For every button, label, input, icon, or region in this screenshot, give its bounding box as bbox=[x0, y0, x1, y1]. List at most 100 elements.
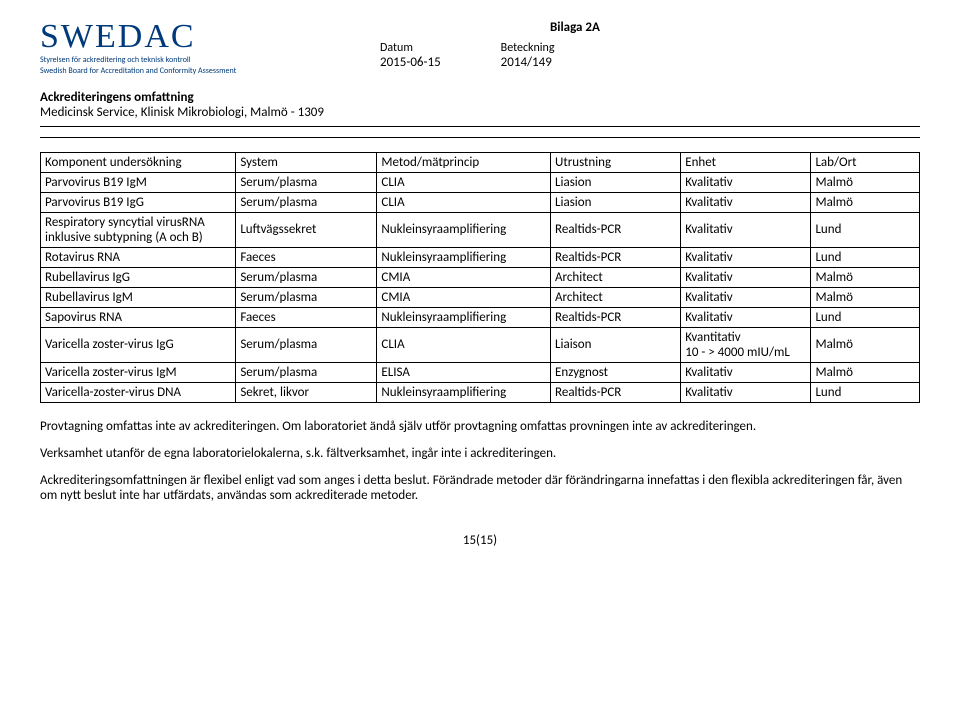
table-cell: Parvovirus B19 IgM bbox=[41, 172, 236, 192]
table-cell: Nukleinsyraamplifiering bbox=[377, 247, 551, 267]
table-cell: ELISA bbox=[377, 362, 551, 382]
table-cell: Kvalitativ bbox=[681, 307, 811, 327]
table-cell: Lund bbox=[811, 307, 920, 327]
table-header-row: Komponent undersökning System Metod/mätp… bbox=[41, 152, 920, 172]
beteckning-label: Beteckning bbox=[501, 41, 555, 55]
table-cell: Sekret, likvor bbox=[236, 382, 377, 402]
table-cell: Realtids-PCR bbox=[551, 212, 681, 247]
table-cell: Kvalitativ bbox=[681, 192, 811, 212]
table-cell: Liasion bbox=[551, 192, 681, 212]
meta-wrapper: Bilaga 2A Datum 2015-06-15 Beteckning 20… bbox=[380, 20, 600, 70]
table-cell: Realtids-PCR bbox=[551, 382, 681, 402]
table-cell: Malmö bbox=[811, 287, 920, 307]
table-cell: Varicella-zoster-virus DNA bbox=[41, 382, 236, 402]
table-row: Parvovirus B19 IgGSerum/plasmaCLIALiasio… bbox=[41, 192, 920, 212]
table-body: Parvovirus B19 IgMSerum/plasmaCLIALiasio… bbox=[41, 172, 920, 402]
table-cell: CLIA bbox=[377, 327, 551, 362]
note-2: Verksamhet utanför de egna laboratorielo… bbox=[40, 446, 920, 461]
table-cell: Malmö bbox=[811, 327, 920, 362]
table-cell: Varicella zoster-virus IgM bbox=[41, 362, 236, 382]
table-cell: Kvalitativ bbox=[681, 382, 811, 402]
table-cell: Malmö bbox=[811, 362, 920, 382]
table-cell: Serum/plasma bbox=[236, 327, 377, 362]
table-cell: Faeces bbox=[236, 307, 377, 327]
logo-subline-1: Styrelsen för ackreditering och teknisk … bbox=[40, 56, 340, 65]
table-cell: Lund bbox=[811, 382, 920, 402]
table-head: Komponent undersökning System Metod/mätp… bbox=[41, 152, 920, 172]
table-row: Varicella-zoster-virus DNASekret, likvor… bbox=[41, 382, 920, 402]
table-cell: Nukleinsyraamplifiering bbox=[377, 307, 551, 327]
th-0: Komponent undersökning bbox=[41, 152, 236, 172]
beteckning-col: Beteckning 2014/149 bbox=[501, 41, 555, 70]
table-cell: Varicella zoster-virus IgG bbox=[41, 327, 236, 362]
table-cell: Architect bbox=[551, 267, 681, 287]
accred-subline: Medicinsk Service, Klinisk Mikrobiologi,… bbox=[40, 105, 920, 120]
table-cell: CLIA bbox=[377, 192, 551, 212]
table-cell: Realtids-PCR bbox=[551, 307, 681, 327]
table-row: Parvovirus B19 IgMSerum/plasmaCLIALiasio… bbox=[41, 172, 920, 192]
bilaga-label: Bilaga 2A bbox=[550, 20, 600, 35]
logo-block: SWEDAC Styrelsen för ackreditering och t… bbox=[40, 20, 340, 76]
table-cell: Serum/plasma bbox=[236, 192, 377, 212]
table-cell: Kvalitativ bbox=[681, 172, 811, 192]
table-cell: Rubellavirus IgG bbox=[41, 267, 236, 287]
table-cell: Respiratory syncytial virusRNA inklusive… bbox=[41, 212, 236, 247]
table-cell: CLIA bbox=[377, 172, 551, 192]
table-cell: Faeces bbox=[236, 247, 377, 267]
table-cell: Kvalitativ bbox=[681, 247, 811, 267]
table-row: Rotavirus RNAFaecesNukleinsyraamplifieri… bbox=[41, 247, 920, 267]
table-cell: Sapovirus RNA bbox=[41, 307, 236, 327]
table-cell: Kvalitativ bbox=[681, 267, 811, 287]
page-number: 15(15) bbox=[40, 533, 920, 548]
table-cell: Liaison bbox=[551, 327, 681, 362]
table-cell: Parvovirus B19 IgG bbox=[41, 192, 236, 212]
table-cell: Kvalitativ bbox=[681, 287, 811, 307]
rule-1 bbox=[40, 126, 920, 127]
table-row: Rubellavirus IgMSerum/plasmaCMIAArchitec… bbox=[41, 287, 920, 307]
table-cell: Luftvägssekret bbox=[236, 212, 377, 247]
table-cell: Kvantitativ 10 - > 4000 mIU/mL bbox=[681, 327, 811, 362]
datum-label: Datum bbox=[380, 41, 441, 55]
table-cell: Lund bbox=[811, 212, 920, 247]
table-cell: Malmö bbox=[811, 192, 920, 212]
notes-block: Provtagning omfattas inte av ackrediteri… bbox=[40, 419, 920, 503]
beteckning-value: 2014/149 bbox=[501, 55, 555, 70]
table-cell: Realtids-PCR bbox=[551, 247, 681, 267]
th-4: Enhet bbox=[681, 152, 811, 172]
table-cell: Nukleinsyraamplifiering bbox=[377, 382, 551, 402]
table-row: Respiratory syncytial virusRNA inklusive… bbox=[41, 212, 920, 247]
th-2: Metod/mätprincip bbox=[377, 152, 551, 172]
table-row: Rubellavirus IgGSerum/plasmaCMIAArchitec… bbox=[41, 267, 920, 287]
table-cell: Liasion bbox=[551, 172, 681, 192]
datum-col: Datum 2015-06-15 bbox=[380, 41, 441, 70]
meta-block: Datum 2015-06-15 Beteckning 2014/149 bbox=[380, 37, 600, 70]
table-row: Varicella zoster-virus IgMSerum/plasmaEL… bbox=[41, 362, 920, 382]
table-cell: Malmö bbox=[811, 267, 920, 287]
table-cell: Serum/plasma bbox=[236, 267, 377, 287]
logo-subline-2: Swedish Board for Accreditation and Conf… bbox=[40, 67, 340, 76]
table-cell: Architect bbox=[551, 287, 681, 307]
table-cell: Serum/plasma bbox=[236, 362, 377, 382]
page: SWEDAC Styrelsen för ackreditering och t… bbox=[0, 0, 960, 578]
th-1: System bbox=[236, 152, 377, 172]
data-table: Komponent undersökning System Metod/mätp… bbox=[40, 152, 920, 403]
logo-title: SWEDAC bbox=[40, 20, 340, 54]
rule-2 bbox=[40, 137, 920, 138]
table-cell: Serum/plasma bbox=[236, 287, 377, 307]
table-cell: Kvalitativ bbox=[681, 212, 811, 247]
accred-title: Ackrediteringens omfattning bbox=[40, 90, 920, 105]
table-cell: CMIA bbox=[377, 267, 551, 287]
table-cell: Lund bbox=[811, 247, 920, 267]
table-cell: Kvalitativ bbox=[681, 362, 811, 382]
table-cell: Rotavirus RNA bbox=[41, 247, 236, 267]
table-cell: Malmö bbox=[811, 172, 920, 192]
table-cell: Enzygnost bbox=[551, 362, 681, 382]
table-cell: Rubellavirus IgM bbox=[41, 287, 236, 307]
th-3: Utrustning bbox=[551, 152, 681, 172]
th-5: Lab/Ort bbox=[811, 152, 920, 172]
header-row: SWEDAC Styrelsen för ackreditering och t… bbox=[40, 20, 920, 76]
table-row: Varicella zoster-virus IgGSerum/plasmaCL… bbox=[41, 327, 920, 362]
note-1: Provtagning omfattas inte av ackrediteri… bbox=[40, 419, 920, 434]
table-row: Sapovirus RNAFaecesNukleinsyraamplifieri… bbox=[41, 307, 920, 327]
table-cell: Serum/plasma bbox=[236, 172, 377, 192]
